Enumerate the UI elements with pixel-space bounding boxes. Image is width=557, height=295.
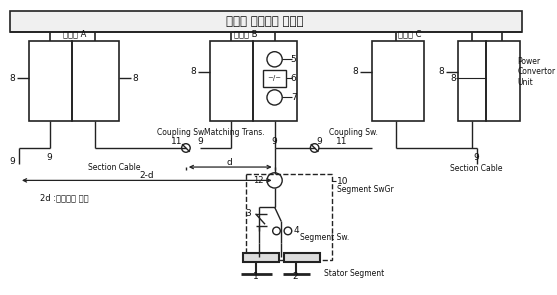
Text: 변전소 A: 변전소 A: [63, 29, 86, 38]
Text: 2-d: 2-d: [139, 171, 154, 180]
Text: 7: 7: [291, 93, 296, 102]
Text: 9: 9: [197, 137, 203, 146]
Circle shape: [267, 52, 282, 67]
Text: Segment Sw.: Segment Sw.: [300, 233, 350, 242]
Circle shape: [273, 227, 280, 235]
Bar: [284, 253, 320, 262]
Bar: [28, 41, 71, 121]
Text: 8: 8: [133, 74, 138, 83]
Text: 변전소 B: 변전소 B: [234, 29, 258, 38]
Circle shape: [284, 227, 292, 235]
Text: Power
Convertor
Unit: Power Convertor Unit: [517, 57, 556, 87]
Text: 12: 12: [253, 176, 263, 185]
Text: 3: 3: [245, 209, 251, 218]
Text: 8: 8: [9, 74, 15, 83]
Bar: [71, 41, 119, 121]
Text: 9: 9: [316, 137, 323, 146]
Text: 초고압 유털리티 전력망: 초고압 유털리티 전력망: [226, 15, 304, 28]
Text: 8: 8: [353, 67, 359, 76]
Bar: [243, 253, 280, 262]
Text: 1: 1: [253, 272, 258, 281]
Text: 8: 8: [438, 67, 444, 76]
Text: Section Cable: Section Cable: [451, 164, 503, 173]
Text: 9: 9: [474, 153, 480, 162]
Text: 8: 8: [190, 67, 197, 76]
Bar: [486, 41, 520, 121]
Text: 2: 2: [293, 272, 299, 281]
Text: d: d: [227, 158, 233, 167]
Bar: [9, 11, 521, 32]
Text: 6: 6: [291, 74, 296, 83]
Text: 2d :변전소간 거리: 2d :변전소간 거리: [40, 193, 89, 202]
Text: 10: 10: [336, 177, 348, 186]
Text: Section Cable: Section Cable: [88, 163, 141, 172]
Text: ~/~: ~/~: [267, 76, 282, 81]
Text: 9: 9: [9, 157, 15, 166]
Text: 9: 9: [47, 153, 52, 162]
Bar: [458, 41, 486, 121]
Circle shape: [182, 144, 190, 152]
Text: Matching Trans.: Matching Trans.: [204, 128, 265, 137]
Text: 변전소 C: 변전소 C: [398, 29, 422, 38]
Bar: [210, 41, 253, 121]
Circle shape: [310, 144, 319, 152]
Text: 4: 4: [294, 227, 299, 235]
Circle shape: [267, 173, 282, 188]
Text: Coupling Sw.: Coupling Sw.: [157, 128, 206, 137]
Text: 11: 11: [170, 137, 182, 146]
Text: 5: 5: [291, 55, 296, 64]
Bar: [263, 70, 286, 87]
Bar: [246, 174, 332, 260]
Text: Coupling Sw.: Coupling Sw.: [329, 128, 378, 137]
Text: Segment SwGr: Segment SwGr: [336, 186, 393, 194]
Text: 11: 11: [335, 137, 347, 146]
Text: 9: 9: [272, 137, 277, 146]
Bar: [372, 41, 424, 121]
Text: Stator Segment: Stator Segment: [324, 269, 384, 278]
Circle shape: [267, 90, 282, 105]
Bar: [253, 41, 297, 121]
Text: 8: 8: [450, 74, 456, 83]
